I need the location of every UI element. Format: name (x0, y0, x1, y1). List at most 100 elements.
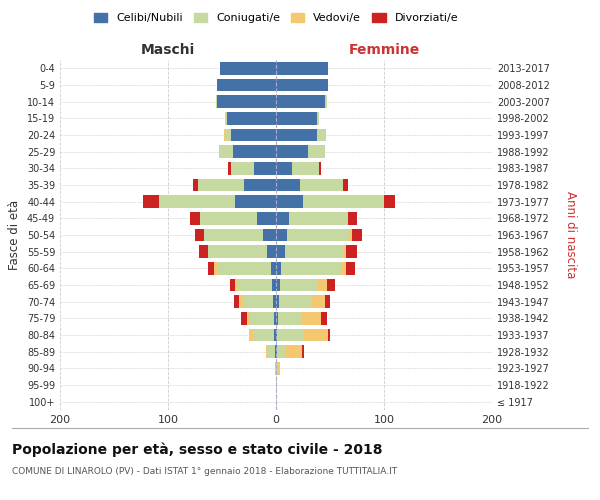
Bar (198, 179, 244, 192)
Bar (227, 112, 276, 124)
Bar (278, 362, 280, 374)
Bar (250, 312, 274, 324)
Bar (276, 296, 279, 308)
Bar (286, 346, 302, 358)
Bar (214, 262, 217, 274)
Bar (230, 279, 235, 291)
Bar (319, 162, 322, 174)
Bar (352, 229, 362, 241)
Bar (276, 162, 292, 174)
Bar (274, 312, 276, 324)
Bar (203, 229, 263, 241)
Bar (225, 129, 230, 141)
Y-axis label: Fasce di età: Fasce di età (8, 200, 21, 270)
Bar (341, 262, 346, 274)
Bar (276, 79, 328, 92)
Bar (190, 212, 200, 224)
Bar (276, 62, 328, 74)
Bar (225, 112, 227, 124)
Bar (276, 246, 284, 258)
Bar (276, 362, 278, 374)
Bar (268, 246, 276, 258)
Bar (384, 196, 395, 208)
Bar (276, 129, 317, 141)
Text: Femmine: Femmine (349, 42, 419, 56)
Bar (268, 346, 275, 358)
Bar (325, 296, 330, 308)
Bar (322, 312, 327, 324)
Bar (229, 162, 230, 174)
Bar (275, 362, 276, 374)
Bar (193, 179, 198, 192)
Bar (279, 296, 311, 308)
Bar (208, 246, 268, 258)
Bar (302, 312, 322, 324)
Bar (241, 312, 247, 324)
Bar (242, 296, 273, 308)
Bar (273, 296, 276, 308)
Bar (247, 312, 250, 324)
Bar (230, 162, 254, 174)
Bar (300, 179, 343, 192)
Bar (343, 179, 349, 192)
Bar (302, 346, 304, 358)
Bar (271, 262, 276, 274)
Bar (235, 279, 237, 291)
Bar (249, 329, 254, 341)
Bar (254, 329, 274, 341)
Bar (208, 262, 214, 274)
Bar (224, 129, 225, 141)
Bar (195, 229, 203, 241)
Bar (276, 312, 278, 324)
Bar (328, 329, 330, 341)
Bar (284, 246, 344, 258)
Bar (311, 296, 325, 308)
Bar (234, 296, 239, 308)
Bar (233, 146, 276, 158)
Bar (276, 96, 325, 108)
Bar (254, 162, 276, 174)
Bar (266, 346, 268, 358)
Bar (287, 229, 349, 241)
Bar (292, 162, 319, 174)
Text: COMUNE DI LINAROLO (PV) - Dati ISTAT 1° gennaio 2018 - Elaborazione TUTTITALIA.I: COMUNE DI LINAROLO (PV) - Dati ISTAT 1° … (12, 468, 397, 476)
Bar (160, 196, 235, 208)
Bar (263, 229, 276, 241)
Bar (276, 329, 277, 341)
Bar (349, 229, 352, 241)
Text: Popolazione per età, sesso e stato civile - 2018: Popolazione per età, sesso e stato civil… (12, 442, 383, 457)
Bar (275, 346, 276, 358)
Bar (244, 179, 276, 192)
Bar (217, 79, 276, 92)
Bar (276, 346, 277, 358)
Bar (308, 146, 325, 158)
Bar (276, 196, 303, 208)
Bar (317, 129, 326, 141)
Bar (239, 296, 242, 308)
Bar (220, 146, 233, 158)
Bar (276, 229, 287, 241)
Y-axis label: Anni di nascita: Anni di nascita (563, 192, 577, 278)
Bar (274, 329, 276, 341)
Bar (277, 329, 304, 341)
Bar (219, 146, 220, 158)
Bar (276, 262, 281, 274)
Bar (237, 279, 272, 291)
Bar (325, 96, 327, 108)
Bar (278, 312, 302, 324)
Bar (281, 262, 341, 274)
Bar (346, 262, 355, 274)
Bar (276, 146, 308, 158)
Bar (257, 212, 276, 224)
Bar (220, 62, 276, 74)
Bar (280, 279, 318, 291)
Bar (200, 212, 257, 224)
Bar (230, 129, 276, 141)
Bar (217, 262, 271, 274)
Bar (317, 112, 319, 124)
Bar (276, 179, 300, 192)
Bar (276, 279, 280, 291)
Bar (272, 279, 276, 291)
Bar (199, 246, 208, 258)
Bar (276, 112, 317, 124)
